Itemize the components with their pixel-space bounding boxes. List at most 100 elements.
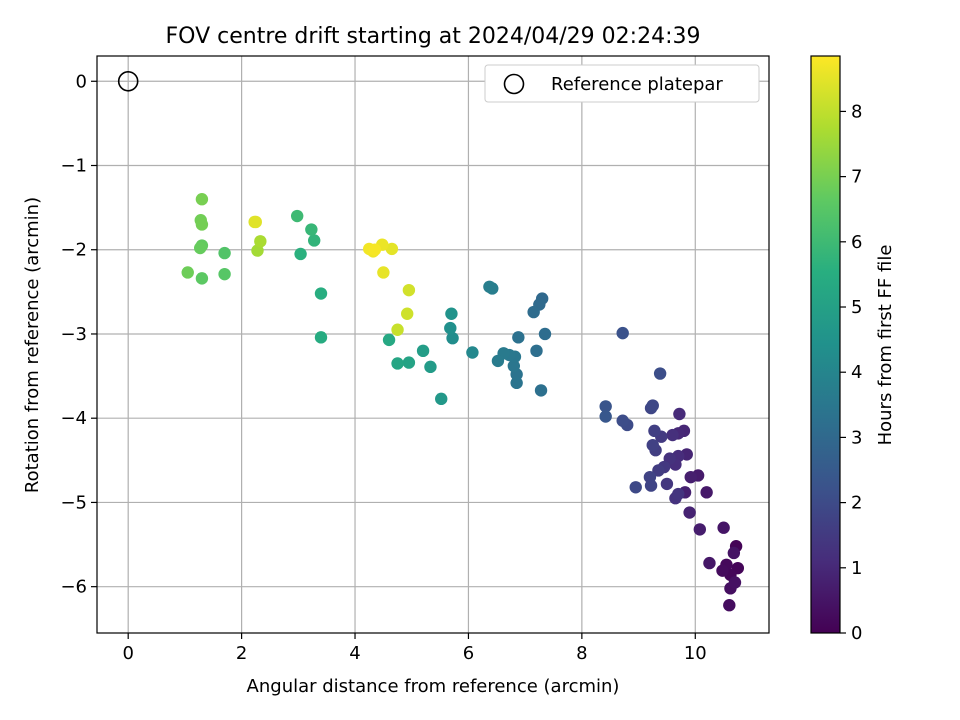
legend-box <box>484 64 760 103</box>
data-point <box>660 477 674 491</box>
colorbar-tick-label: 1 <box>851 558 862 579</box>
data-point <box>534 384 548 397</box>
colorbar-tick-label: 4 <box>851 362 862 383</box>
data-point <box>377 266 390 279</box>
colorbar-tick-label: 5 <box>851 297 862 318</box>
data-point <box>307 234 321 247</box>
data-point <box>249 215 262 229</box>
x-tick-label: 4 <box>349 643 360 664</box>
data-point <box>445 307 458 320</box>
data-point <box>294 247 307 261</box>
data-point <box>599 400 612 413</box>
y-axis: 0 −1 −2 −3 −4 −5 −6 <box>60 71 97 598</box>
data-point <box>644 479 658 492</box>
data-point <box>666 428 679 442</box>
data-point <box>416 344 430 358</box>
data-point <box>728 576 742 589</box>
data-point <box>672 487 685 501</box>
data-point <box>538 327 552 341</box>
colorbar-tick-label: 6 <box>851 232 862 253</box>
data-point <box>444 321 457 335</box>
data-point <box>382 333 396 347</box>
data-point <box>491 354 505 368</box>
data-point <box>400 307 414 320</box>
data-point <box>646 438 659 452</box>
plot-frame <box>96 55 770 634</box>
data-point <box>530 344 543 358</box>
data-point <box>402 356 416 369</box>
data-point <box>700 486 713 499</box>
x-tick-label: 6 <box>463 643 474 664</box>
colorbar-tick-label: 8 <box>851 101 862 122</box>
colorbar-tick-label: 0 <box>851 623 862 644</box>
data-point <box>195 192 209 206</box>
y-axis-label: Rotation from reference (arcmin) <box>22 197 43 493</box>
x-tick-label: 8 <box>576 643 587 664</box>
y-tick-label: −2 <box>60 240 87 261</box>
data-point <box>181 266 194 279</box>
y-tick-label: −5 <box>60 492 87 513</box>
colorbar-gradient <box>811 56 840 633</box>
data-point <box>507 359 521 373</box>
data-point <box>648 424 661 438</box>
data-point <box>673 407 686 421</box>
data-point <box>195 218 209 231</box>
x-axis-label: Angular distance from reference (arcmin) <box>247 676 620 697</box>
data-point <box>385 242 399 256</box>
data-point <box>483 280 496 293</box>
data-point <box>368 243 382 256</box>
data-point <box>616 326 629 340</box>
x-tick-label: 10 <box>684 643 707 664</box>
data-point <box>305 223 318 236</box>
data-point <box>527 305 540 319</box>
data-point <box>629 481 642 494</box>
y-tick-label: 0 <box>76 71 87 92</box>
y-tick-label: −4 <box>60 408 87 429</box>
colorbar-tick-label: 7 <box>851 167 862 188</box>
data-point <box>435 392 448 406</box>
x-tick-label: 2 <box>236 643 247 664</box>
data-point <box>616 414 629 427</box>
data-point <box>693 523 707 536</box>
y-tick-label: −6 <box>60 577 87 598</box>
data-point <box>314 331 328 344</box>
colorbar-tick-label: 2 <box>851 493 862 514</box>
colorbar: 0 1 2 3 4 5 6 7 8 Hours from first FF file <box>810 55 896 644</box>
colorbar-frame <box>810 55 841 634</box>
legend: Reference platepar <box>484 64 760 103</box>
data-point <box>512 331 525 344</box>
legend-label: Reference platepar <box>551 74 723 95</box>
data-point <box>195 272 209 285</box>
colorbar-label: Hours from first FF file <box>875 245 896 446</box>
grid-lines <box>97 56 769 633</box>
data-point <box>510 376 523 390</box>
data-point <box>716 564 729 577</box>
data-point <box>218 267 231 281</box>
data-point <box>391 357 404 370</box>
x-tick-label: 0 <box>122 643 133 664</box>
reference-marker <box>117 70 139 92</box>
data-point <box>466 346 479 359</box>
data-point <box>290 209 304 223</box>
legend-marker <box>503 73 525 95</box>
data-point <box>653 367 667 380</box>
data-point <box>194 241 207 255</box>
data-point <box>424 360 437 374</box>
chart-title: FOV centre drift starting at 2024/04/29 … <box>166 24 701 49</box>
data-point <box>717 521 730 534</box>
data-points <box>181 192 745 612</box>
x-axis: 0 2 4 6 8 10 <box>122 633 707 664</box>
data-point <box>727 546 741 560</box>
data-point <box>218 246 231 260</box>
data-point <box>652 464 665 477</box>
data-point <box>703 556 716 570</box>
data-point <box>723 599 736 612</box>
colorbar-tick-label: 3 <box>851 427 862 448</box>
data-point <box>446 331 459 345</box>
data-point <box>314 287 328 300</box>
data-point <box>402 283 416 297</box>
data-point <box>684 470 697 484</box>
data-point <box>391 323 404 336</box>
y-tick-label: −3 <box>60 324 87 345</box>
